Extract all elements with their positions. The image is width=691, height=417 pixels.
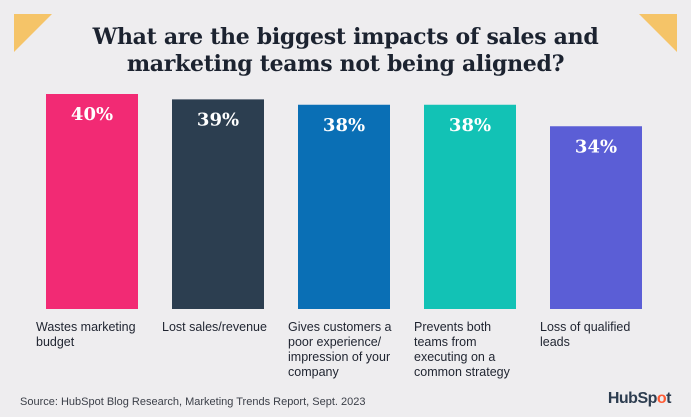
category-label-line: common strategy (414, 365, 510, 379)
bar-value-label-1: 40% (71, 104, 113, 125)
chart-title-line-1: What are the biggest impacts of sales an… (92, 24, 599, 50)
category-label-line: Wastes marketing (36, 320, 136, 334)
category-label-line: impression of your (288, 350, 391, 364)
corner-decoration-right (639, 14, 677, 52)
source-note: Source: HubSpot Blog Research, Marketing… (20, 396, 366, 408)
corner-decoration-left (14, 14, 52, 52)
category-label-line: budget (36, 335, 75, 349)
bar-5 (550, 126, 642, 309)
bar-4 (424, 104, 516, 309)
category-label-line: leads (540, 335, 570, 349)
chart-title-line-2: marketing teams not being aligned? (126, 51, 565, 77)
bar-value-label-4: 38% (449, 115, 491, 136)
category-label-line: company (288, 365, 339, 379)
category-label-line: Prevents both (414, 320, 492, 334)
category-label-4: Prevents both teams from executing on a com… (414, 320, 536, 380)
category-label-5: Loss of qualified leads (540, 320, 662, 350)
category-label-2: Lost sales/revenue (162, 320, 284, 335)
bar-value-label-5: 34% (575, 136, 617, 157)
category-label-line: teams from (414, 335, 477, 349)
category-label-1: Wastes marketing budget (36, 320, 158, 350)
category-label-line: executing on a (414, 350, 496, 364)
category-label-3: Gives customers a poor experience/impress… (288, 320, 410, 380)
hubspot-logo: HubSpot (607, 390, 672, 407)
bar-3 (298, 104, 390, 309)
category-label-line: Loss of qualified (540, 320, 631, 334)
bar-2 (172, 99, 264, 309)
bar-1 (46, 94, 138, 309)
bar-value-label-2: 39% (197, 109, 239, 130)
category-label-line: Lost sales/revenue (162, 320, 267, 334)
bar-value-label-3: 38% (323, 115, 365, 136)
category-label-line: Gives customers a (288, 320, 392, 334)
category-label-line: poor experience/ (288, 335, 382, 349)
